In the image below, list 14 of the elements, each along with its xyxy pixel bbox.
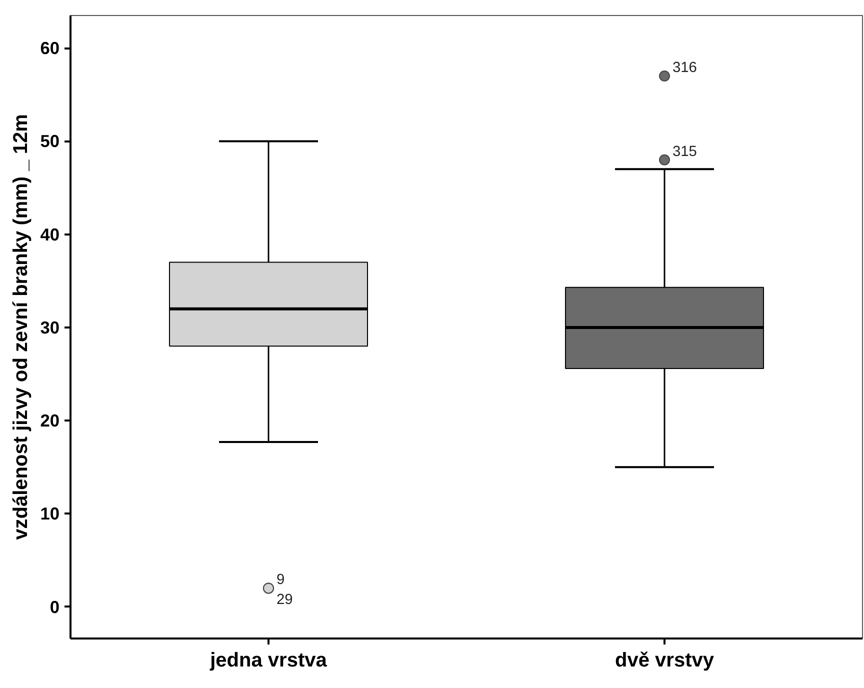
y-tick-label: 20: [40, 410, 60, 431]
annotation: 315: [672, 144, 697, 160]
annotation: 316: [672, 60, 697, 76]
y-axis-title: vzdálenost jizvy od zevní branky (mm) _ 12m: [10, 114, 32, 540]
x-tick-label: jedna vrstva: [209, 650, 328, 672]
y-tick-label: 40: [40, 224, 60, 244]
x-tick-label: dvě vrstvy: [615, 650, 715, 672]
y-tick-label: 50: [40, 131, 60, 152]
annotation: 29: [276, 592, 293, 608]
y-tick-label: 60: [40, 38, 60, 58]
y-tick-label: 0: [50, 596, 60, 617]
y-tick-label: 30: [40, 317, 60, 338]
y-tick-label: 10: [40, 504, 60, 524]
annotation: 9: [276, 572, 285, 588]
